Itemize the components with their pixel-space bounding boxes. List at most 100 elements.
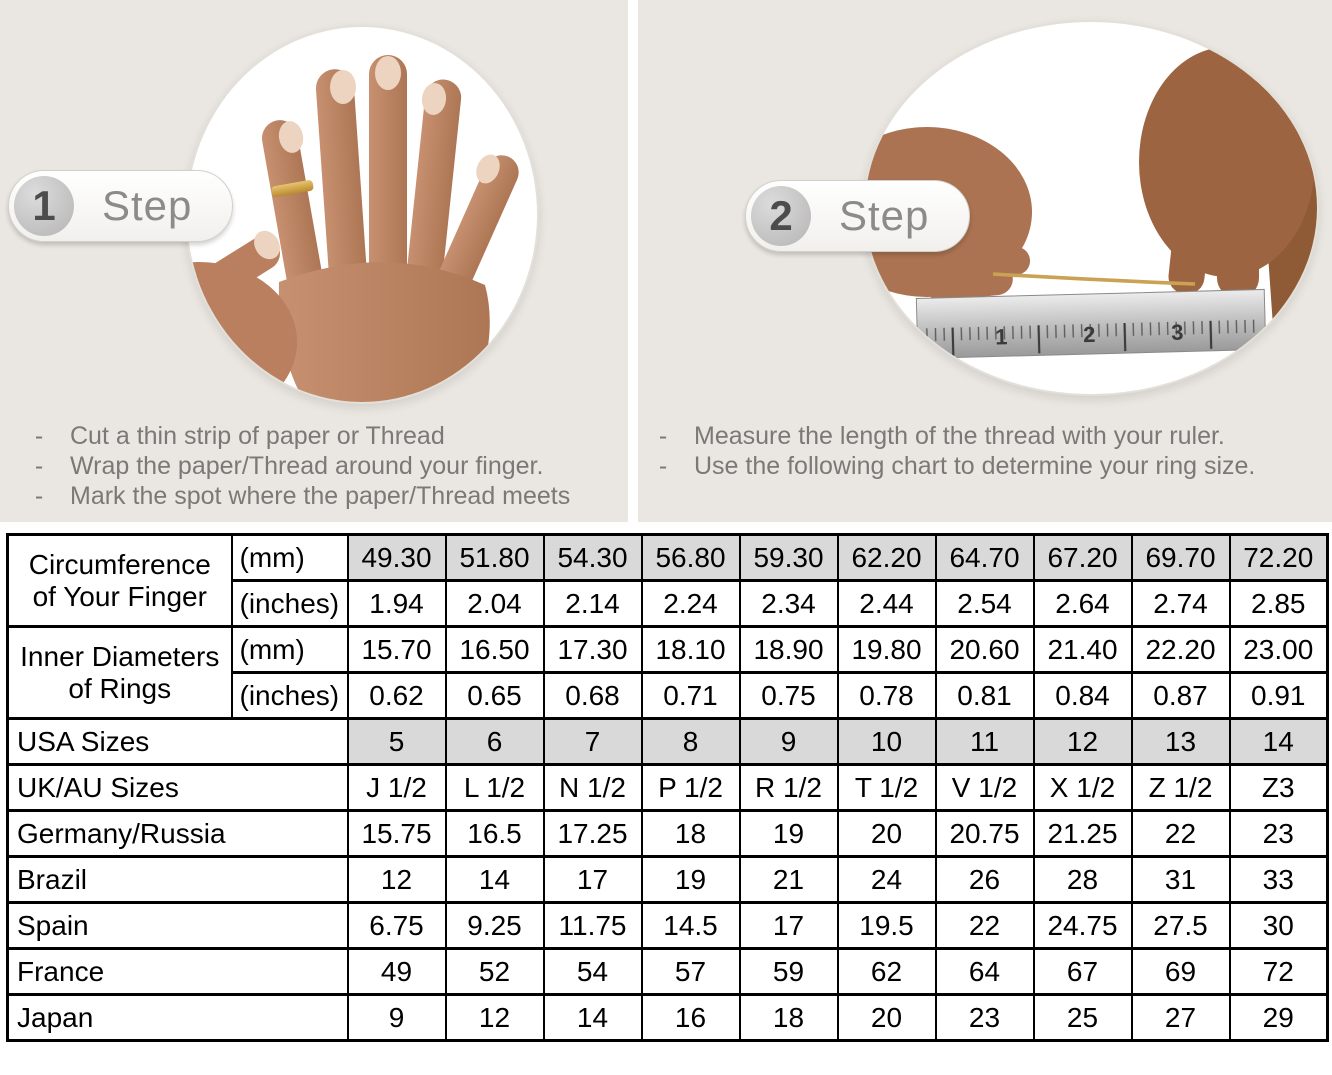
- ring-icon: [271, 180, 314, 197]
- size-value-cell: J 1/2: [346, 763, 447, 812]
- size-value-cell: 21.40: [1032, 625, 1133, 674]
- size-value-cell: 0.75: [738, 671, 839, 720]
- table-row: (inches) 1.94 2.04 2.14 2.24 2.34 2.44 2.54 2.64…: [8, 579, 1329, 628]
- size-value-cell: 0.62: [346, 671, 447, 720]
- row-label: Japan: [6, 993, 349, 1042]
- bullet-dash: -: [34, 452, 44, 480]
- size-value-cell: 52: [444, 947, 545, 996]
- size-value-cell: 19.80: [836, 625, 937, 674]
- size-value-cell: 54.30: [542, 533, 643, 582]
- right-pinching-hand: [1139, 47, 1315, 298]
- size-value-cell: 2.54: [934, 579, 1035, 628]
- size-value-cell: 0.78: [836, 671, 937, 720]
- size-value-cell: 0.71: [640, 671, 741, 720]
- table-row: France 49 52 54 57 59 62 64 67 69 72: [6, 947, 1329, 996]
- size-value-cell: Z 1/2: [1130, 763, 1231, 812]
- instruction-item: - Use the following chart to determine y…: [656, 451, 1256, 481]
- size-value-cell: 9: [738, 717, 839, 766]
- hand-with-ring-icon: [187, 55, 519, 402]
- size-value-cell: 18: [738, 993, 839, 1042]
- size-value-cell: 8: [640, 717, 741, 766]
- size-value-cell: 17.25: [542, 809, 643, 858]
- size-value-cell: 20: [836, 993, 937, 1042]
- ruler-number: 1: [995, 324, 1008, 349]
- size-value-cell: 7: [542, 717, 643, 766]
- size-value-cell: 16.50: [444, 625, 545, 674]
- size-value-cell: 20.60: [934, 625, 1035, 674]
- size-value-cell: 25: [1032, 993, 1133, 1042]
- size-value-cell: 2.04: [444, 579, 545, 628]
- size-value-cell: 2.24: [640, 579, 741, 628]
- table-row: Circumference of Your Finger (mm) 49.30 51.8…: [6, 533, 1329, 628]
- size-value-cell: 12: [444, 993, 545, 1042]
- size-value-cell: 69.70: [1130, 533, 1231, 582]
- step1-hand-photo: [185, 25, 539, 404]
- size-value-cell: 18: [640, 809, 741, 858]
- size-value-cell: 0.68: [542, 671, 643, 720]
- instruction-text: Wrap the paper/Thread around your finger…: [70, 452, 544, 480]
- size-value-cell: 21.25: [1032, 809, 1133, 858]
- table-row: Brazil 12 14 17 19 21 24 26 28 31 33: [6, 855, 1329, 904]
- size-value-cell: 9: [346, 993, 447, 1042]
- size-value-cell: 67.20: [1032, 533, 1133, 582]
- table-row: USA Sizes 5 6 7 8 9 10 11 12 13 14: [6, 717, 1329, 766]
- size-value-cell: 5: [346, 717, 447, 766]
- row-group-label: Inner Diameters of Rings: [6, 625, 233, 720]
- unit-label: (mm): [230, 625, 349, 674]
- instruction-item: - Measure the length of the thread with …: [656, 421, 1255, 451]
- size-value-cell: 54: [542, 947, 643, 996]
- size-value-cell: 64: [934, 947, 1035, 996]
- size-value-cell: 18.90: [738, 625, 839, 674]
- size-value-cell: 27.5: [1130, 901, 1231, 950]
- step1-number-circle: 1: [14, 176, 74, 236]
- size-value-cell: 62.20: [836, 533, 937, 582]
- size-value-cell: 20.75: [934, 809, 1035, 858]
- size-value-cell: 14: [542, 993, 643, 1042]
- row-label: UK/AU Sizes: [6, 763, 349, 812]
- size-value-cell: 12: [1032, 717, 1133, 766]
- ruler-icon: 1 2 3: [915, 288, 1267, 360]
- unit-label: (mm): [230, 533, 349, 582]
- size-value-cell: 17: [738, 901, 839, 950]
- fingernails: [278, 56, 500, 184]
- row-label: Germany/Russia: [6, 809, 349, 858]
- instruction-item: - Wrap the paper/Thread around your fing…: [32, 451, 570, 481]
- row-group-label: Circumference of Your Finger: [6, 533, 233, 628]
- size-value-cell: 49: [346, 947, 447, 996]
- size-value-cell: 23.00: [1228, 625, 1329, 674]
- size-value-cell: 33: [1228, 855, 1329, 904]
- size-value-cell: 23: [1228, 809, 1329, 858]
- bullet-dash: -: [34, 482, 44, 510]
- table-row: Japan 9 12 14 16 18 20 23 25 27 29: [6, 993, 1329, 1042]
- size-value-cell: 1.94: [346, 579, 447, 628]
- size-value-cell: 22: [1130, 809, 1231, 858]
- bullet-dash: -: [658, 452, 668, 480]
- table-row: Inner Diameters of Rings (mm) 15.70 16.50 17.…: [6, 625, 1329, 720]
- table-row: Spain 6.75 9.25 11.75 14.5 17 19.5 22 24.75 27.5 3…: [6, 901, 1329, 950]
- size-value-cell: 0.81: [934, 671, 1035, 720]
- size-value-cell: 15.70: [346, 625, 447, 674]
- size-value-cell: 6.75: [346, 901, 447, 950]
- size-value-cell: 28: [1032, 855, 1133, 904]
- row-label: Spain: [6, 901, 349, 950]
- size-value-cell: 14: [1228, 717, 1329, 766]
- instruction-text: Use the following chart to determine you…: [694, 452, 1256, 480]
- step1-label: Step: [102, 182, 193, 229]
- size-value-cell: V 1/2: [934, 763, 1035, 812]
- size-value-cell: L 1/2: [444, 763, 545, 812]
- instruction-text: Cut a thin strip of paper or Thread: [70, 422, 445, 450]
- instruction-text: Measure the length of the thread with yo…: [694, 422, 1225, 450]
- size-value-cell: 56.80: [640, 533, 741, 582]
- instruction-item: - Mark the spot where the paper/Thread m…: [32, 481, 570, 511]
- size-value-cell: X 1/2: [1032, 763, 1133, 812]
- size-value-cell: 15.75: [346, 809, 447, 858]
- size-value-cell: 0.87: [1130, 671, 1231, 720]
- size-value-cell: 24: [836, 855, 937, 904]
- size-value-cell: 17.30: [542, 625, 643, 674]
- size-value-cell: 0.84: [1032, 671, 1133, 720]
- size-value-cell: 16.5: [444, 809, 545, 858]
- size-value-cell: 27: [1130, 993, 1231, 1042]
- size-value-cell: R 1/2: [738, 763, 839, 812]
- size-value-cell: 13: [1130, 717, 1231, 766]
- size-value-cell: 14: [444, 855, 545, 904]
